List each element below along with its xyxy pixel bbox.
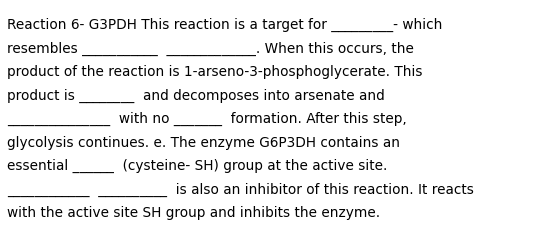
Text: essential ______  (cysteine- SH) group at the active site.: essential ______ (cysteine- SH) group at… bbox=[7, 158, 388, 172]
Text: glycolysis continues. e. The enzyme G6P3DH contains an: glycolysis continues. e. The enzyme G6P3… bbox=[7, 135, 400, 149]
Text: with the active site SH group and inhibits the enzyme.: with the active site SH group and inhibi… bbox=[7, 205, 381, 219]
Text: product is ________  and decomposes into arsenate and: product is ________ and decomposes into … bbox=[7, 88, 385, 102]
Text: ____________  __________  is also an inhibitor of this reaction. It reacts: ____________ __________ is also an inhib… bbox=[7, 182, 474, 196]
Text: _______________  with no _______  formation. After this step,: _______________ with no _______ formatio… bbox=[7, 112, 407, 125]
Text: Reaction 6- G3PDH This reaction is a target for _________- which: Reaction 6- G3PDH This reaction is a tar… bbox=[7, 18, 442, 32]
Text: resembles ___________  _____________. When this occurs, the: resembles ___________ _____________. Whe… bbox=[7, 41, 414, 55]
Text: product of the reaction is 1-arseno-3-phosphoglycerate. This: product of the reaction is 1-arseno-3-ph… bbox=[7, 65, 423, 79]
